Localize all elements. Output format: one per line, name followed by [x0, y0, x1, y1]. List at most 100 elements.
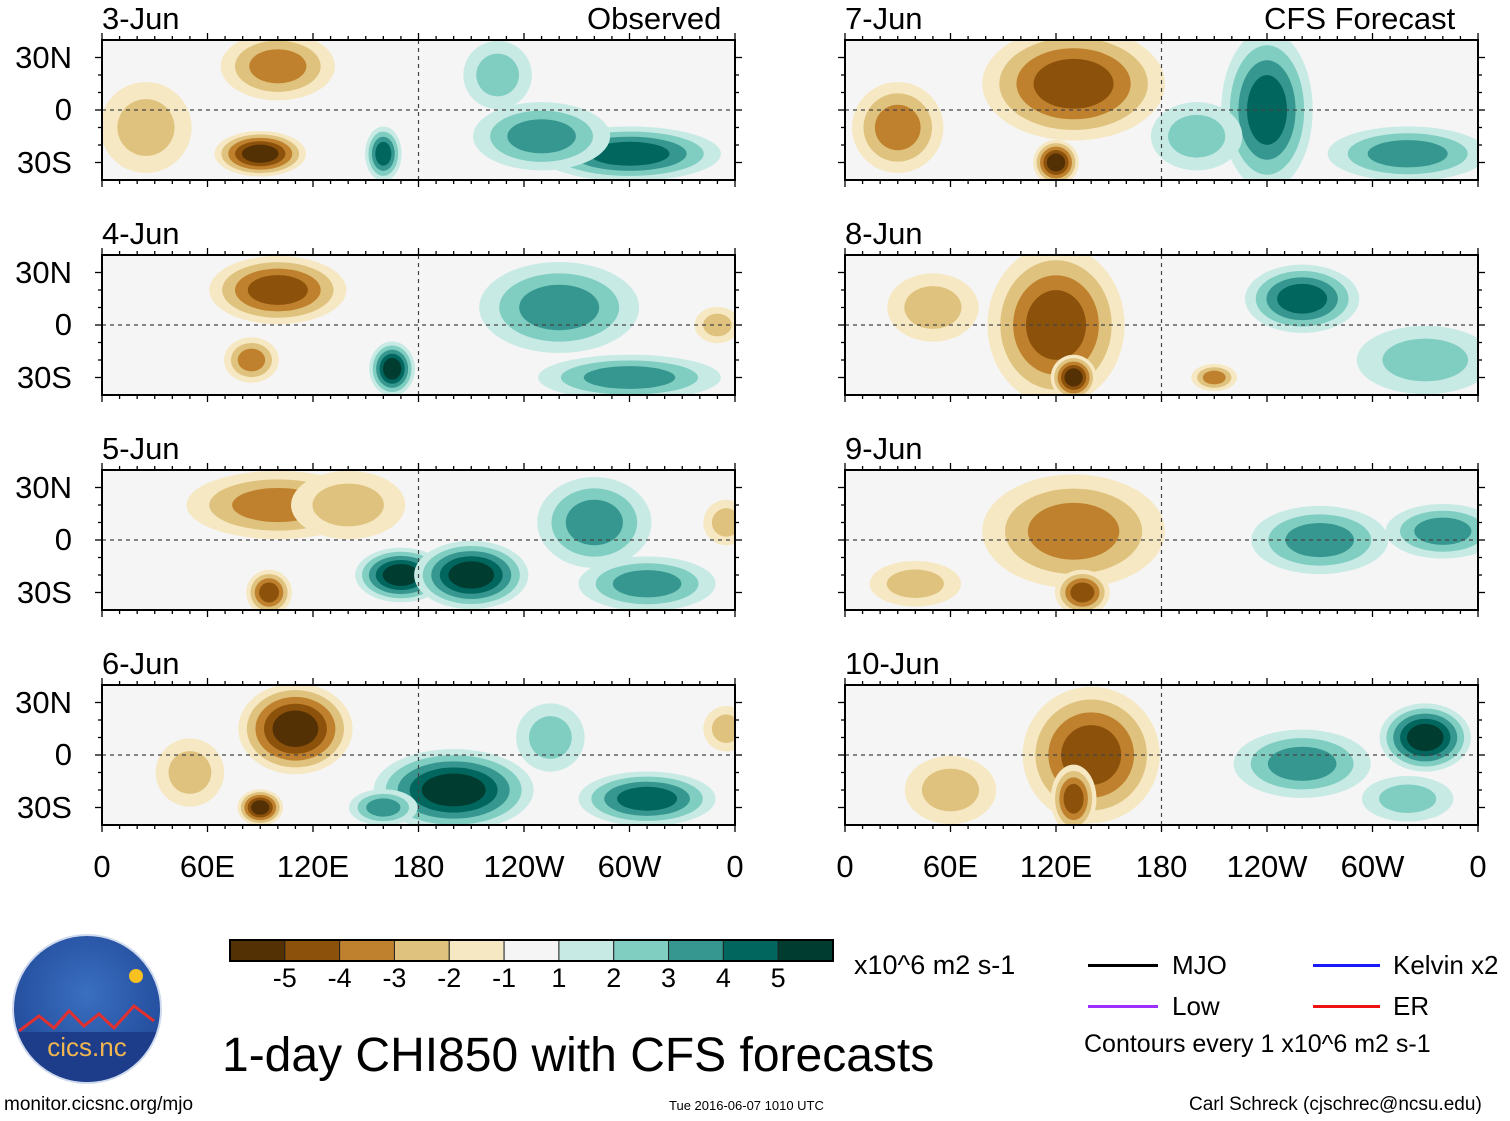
legend-low-label: Low	[1172, 991, 1220, 1021]
colorbar-swatch	[503, 939, 560, 962]
anomaly-contour	[1168, 114, 1226, 158]
lon-tick-label: 120E	[1019, 849, 1093, 884]
colorbar-tick-label: 1	[551, 963, 567, 993]
lat-tick-label: 0	[54, 522, 72, 557]
colorbar-tick-label: -4	[327, 963, 352, 993]
anomaly-contour	[241, 144, 279, 163]
anomaly-contour	[1064, 368, 1083, 387]
footer-timestamp: Tue 2016-06-07 1010 UTC	[669, 1098, 824, 1113]
colorbar-swatch	[722, 939, 779, 962]
lat-tick-label: 30N	[15, 684, 72, 720]
anomaly-contour	[247, 275, 308, 305]
map-panel-6-Jun	[95, 678, 742, 832]
anomaly-contour	[617, 786, 678, 811]
anomaly-contour	[375, 141, 392, 166]
lon-tick-label: 180	[1135, 849, 1188, 884]
column-label-observed: Observed	[587, 1, 722, 36]
panel-date-label: 6-Jun	[102, 646, 180, 681]
anomaly-contour	[1070, 582, 1095, 603]
lat-tick-label: 30S	[16, 789, 72, 825]
anomaly-contour	[382, 564, 420, 586]
anomaly-contour	[589, 141, 670, 166]
figure-title: 1-day CHI850 with CFS forecasts	[222, 1029, 935, 1082]
anomaly-contour	[1063, 783, 1084, 814]
map-panel-9-Jun	[838, 463, 1485, 617]
anomaly-contour	[1406, 723, 1444, 752]
colorbar-units: x10^6 m2 s-1	[854, 950, 1016, 980]
anomaly-contour	[886, 569, 944, 598]
map-panel-10-Jun	[838, 678, 1485, 832]
colorbar-tick-label: 5	[770, 963, 786, 993]
colorbar-swatch	[339, 939, 395, 962]
map-panel-7-Jun	[838, 33, 1485, 187]
lon-tick-label: 180	[392, 849, 445, 884]
anomaly-contour	[904, 286, 962, 329]
anomaly-contour	[476, 53, 520, 97]
lon-tick-label: 120W	[1226, 849, 1308, 884]
map-panel-4-Jun	[95, 248, 742, 402]
colorbar-swatch	[558, 939, 615, 962]
anomaly-contour	[703, 313, 732, 337]
lon-tick-label: 60E	[922, 849, 979, 884]
cics-logo: cics.nc	[12, 934, 162, 1084]
colorbar-swatch	[229, 939, 286, 962]
legend-mjo-line	[1088, 964, 1158, 967]
footer-author: Carl Schreck (cjschrec@ncsu.edu)	[1189, 1094, 1482, 1115]
map-panel-8-Jun	[838, 248, 1485, 402]
anomaly-contour	[1046, 153, 1066, 172]
anomaly-contour	[1246, 75, 1288, 145]
map-panel-3-Jun	[95, 33, 742, 187]
colorbar-swatch	[284, 939, 341, 962]
colorbar-tick-label: -5	[272, 963, 297, 993]
anomaly-contour	[711, 714, 735, 743]
colorbar-swatch	[613, 939, 670, 962]
lat-tick-label: 30S	[16, 574, 72, 610]
colorbar-tick-label: -2	[437, 963, 462, 993]
anomaly-contour	[1033, 58, 1114, 109]
panel-date-label: 4-Jun	[102, 216, 180, 251]
legend-kelvin-label: Kelvin x2	[1393, 950, 1499, 980]
footer-url[interactable]: monitor.cicsnc.org/mjo	[4, 1094, 194, 1115]
contours-note: Contours every 1 x10^6 m2 s-1	[1084, 1030, 1431, 1058]
anomaly-contour	[272, 710, 319, 747]
colorbar-swatch	[668, 939, 724, 962]
column-label-forecast: CFS Forecast	[1264, 1, 1456, 36]
panel-date-label: 3-Jun	[102, 1, 180, 36]
anomaly-contour	[565, 499, 623, 546]
anomaly-contour	[1379, 784, 1437, 813]
anomaly-contour	[448, 561, 495, 589]
legend-mjo-label: MJO	[1172, 950, 1227, 980]
anomaly-contour	[1414, 517, 1472, 545]
anomaly-contour	[117, 99, 175, 156]
legend-er-line	[1313, 1005, 1380, 1008]
anomaly-contour	[583, 366, 676, 389]
lon-tick-label: 60W	[597, 849, 662, 884]
anomaly-contour	[519, 284, 600, 331]
lat-tick-label: 30S	[16, 359, 72, 395]
lon-tick-label: 0	[726, 849, 744, 884]
legend-kelvin-line	[1313, 964, 1380, 967]
colorbar-tick-label: 3	[661, 963, 677, 993]
lon-tick-label: 0	[836, 849, 854, 884]
lon-tick-label: 60E	[179, 849, 236, 884]
anomaly-contour	[421, 773, 486, 807]
colorbar-swatch	[777, 939, 834, 962]
legend-er-label: ER	[1393, 991, 1430, 1021]
anomaly-contour	[1277, 283, 1328, 314]
colorbar-tick-label: -3	[382, 963, 407, 993]
colorbar-tick-label: 2	[606, 963, 622, 993]
anomaly-contour	[1367, 140, 1448, 168]
lon-tick-label: 0	[1469, 849, 1487, 884]
lon-tick-label: 60W	[1340, 849, 1405, 884]
anomaly-contour	[612, 570, 682, 598]
anomaly-contour	[1382, 338, 1469, 382]
anomaly-contour	[237, 348, 266, 372]
panel-date-label: 8-Jun	[845, 216, 923, 251]
lat-tick-label: 30N	[15, 469, 72, 505]
anomaly-contour	[312, 483, 384, 527]
logo-text: cics.nc	[47, 1032, 127, 1062]
anomaly-contour	[259, 582, 280, 603]
